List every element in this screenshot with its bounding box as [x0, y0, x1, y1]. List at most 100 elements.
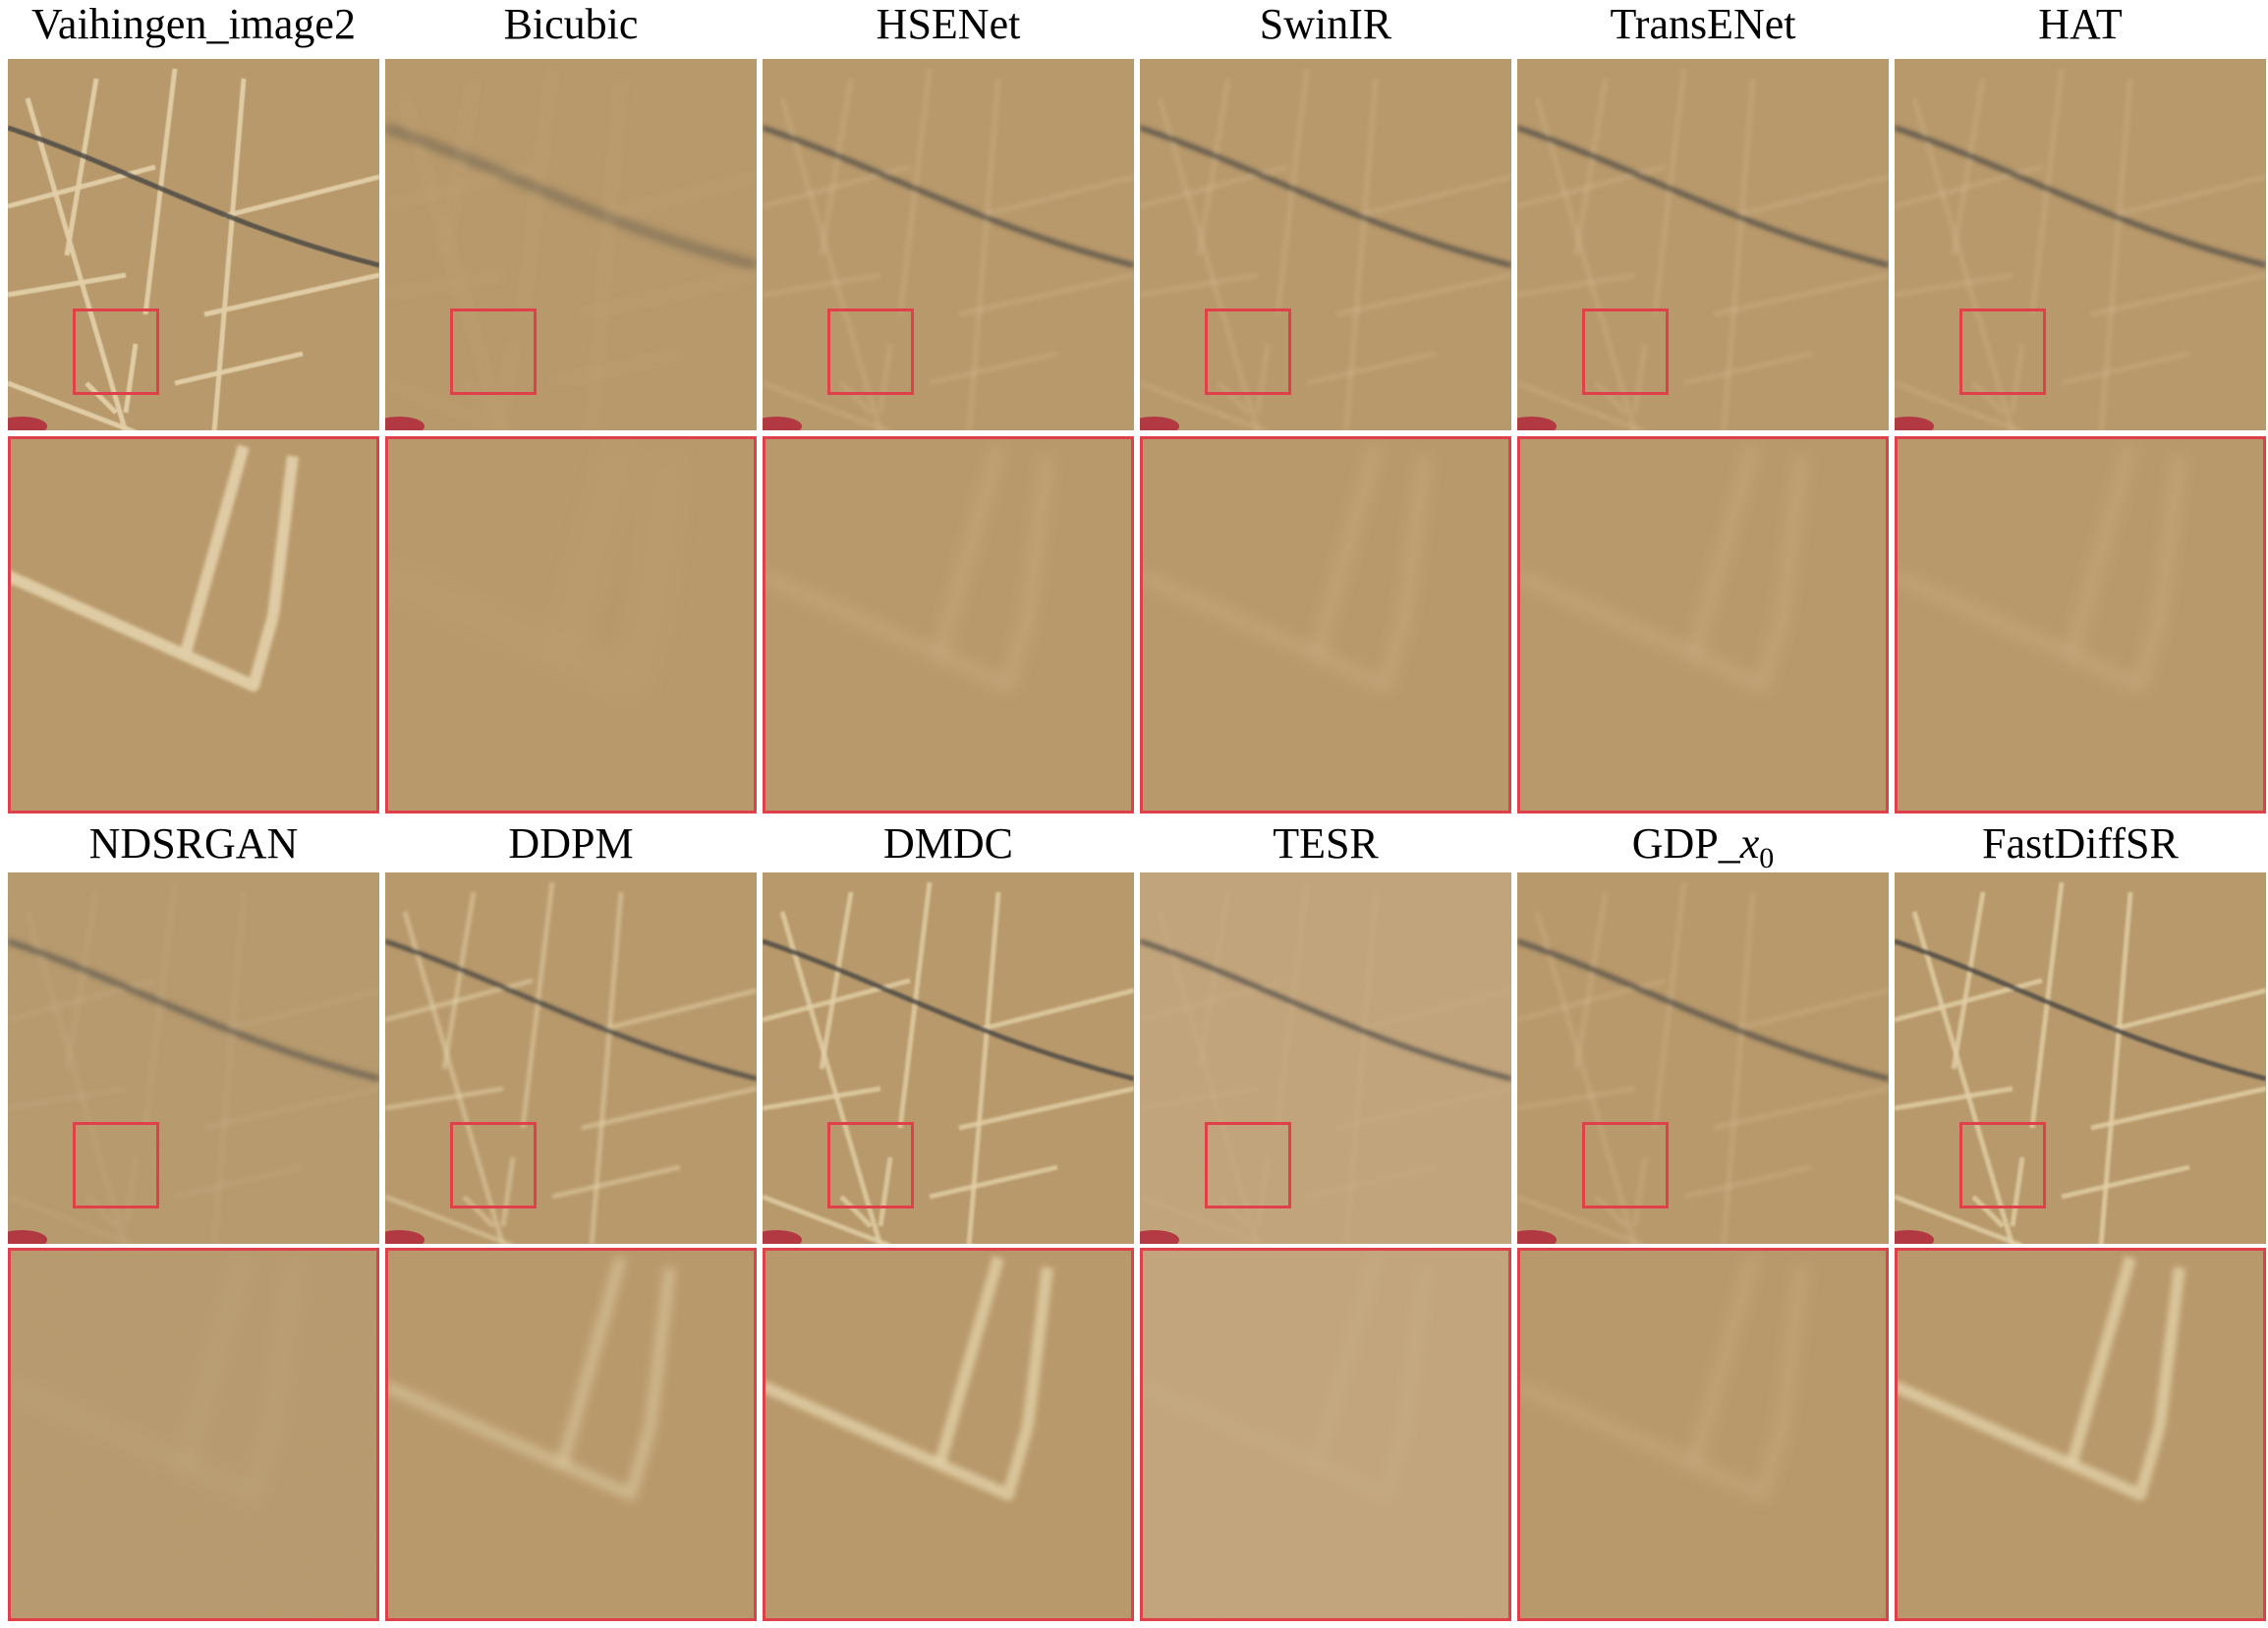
zoom-path-line — [179, 444, 250, 658]
background-texture — [763, 872, 1134, 1244]
method-title: TransENet — [1514, 0, 1892, 49]
overview-image — [1517, 59, 1889, 430]
method-label: Vaihingen_image2 — [31, 0, 356, 48]
field-path-line — [1895, 1194, 2023, 1244]
field-path-line — [2090, 272, 2266, 317]
field-path-line — [1632, 343, 1648, 414]
background-texture — [1895, 872, 2266, 1244]
field-path-line — [64, 78, 99, 256]
field-path-line — [1713, 272, 1889, 317]
red-car — [385, 1230, 425, 1244]
field-path-line — [462, 381, 495, 415]
field-path-line — [1306, 351, 1436, 386]
overview-image — [1140, 59, 1511, 430]
zoomed-crop-image — [1895, 436, 2266, 814]
field-path-line — [1275, 68, 1310, 315]
zoomed-crop-image — [385, 436, 757, 814]
field-path-line — [385, 272, 504, 298]
field-path-line — [520, 68, 555, 315]
field-path-line — [1517, 380, 1646, 430]
zoom-path-line — [267, 455, 299, 617]
field-path-line — [1951, 78, 1986, 256]
method-label: DDPM — [508, 819, 634, 868]
method-title: SwinIR — [1137, 0, 1514, 49]
zoom-path-line — [385, 570, 656, 693]
field-path-line — [839, 1195, 873, 1228]
method-title: Vaihingen_image2 — [5, 0, 382, 49]
field-path-line — [1951, 891, 1986, 1070]
field-path-line — [600, 987, 757, 1033]
crack-line — [1895, 125, 2266, 268]
red-car — [1140, 417, 1179, 430]
overview-image — [8, 59, 379, 430]
red-car — [385, 417, 425, 430]
red-car — [1517, 417, 1557, 430]
crack-line — [1895, 938, 2266, 1082]
field-path-line — [2090, 1086, 2266, 1131]
overview-image — [385, 59, 757, 430]
field-path-line — [402, 911, 506, 1244]
field-path-line — [1895, 272, 2013, 298]
overview-image — [1895, 872, 2266, 1244]
zoomed-crop-image — [8, 436, 379, 814]
field-path-line — [2029, 68, 2065, 315]
background-texture — [8, 59, 379, 430]
field-path-line — [581, 272, 757, 317]
method-label: NDSRGAN — [88, 819, 299, 868]
field-path-line — [551, 351, 681, 386]
method-label: HSENet — [876, 0, 1021, 48]
zoomed-crop-image — [1517, 1248, 1889, 1621]
zoom-path-line — [385, 1380, 656, 1501]
field-path-line — [1157, 97, 1261, 430]
zoom-path-line — [1140, 570, 1411, 693]
field-path-line — [1196, 78, 1231, 256]
zoom-path-line — [645, 455, 676, 617]
method-label: FastDiffSR — [1982, 819, 2179, 868]
zoom-path-line — [645, 1266, 676, 1427]
field-path-line — [8, 272, 127, 298]
method-label: SwinIR — [1259, 0, 1392, 48]
red-car — [763, 1230, 802, 1244]
field-path-line — [174, 351, 304, 386]
field-path-line — [441, 78, 477, 256]
field-path-line — [763, 272, 881, 298]
zoom-path-line — [1688, 444, 1759, 658]
field-path-line — [1911, 911, 2015, 1244]
field-path-line — [223, 174, 379, 219]
field-path-line — [1217, 381, 1250, 415]
method-label-subscript: 0 — [1759, 841, 1775, 874]
field-path-line — [2110, 174, 2266, 219]
background-texture — [385, 872, 757, 1244]
red-car — [8, 1230, 47, 1244]
field-path-line — [897, 68, 933, 315]
field-path-line — [819, 891, 854, 1070]
crack-line — [763, 125, 1134, 268]
zoom-path-line — [1399, 455, 1431, 617]
overview-image — [1140, 872, 1511, 1244]
method-label: TransENet — [1610, 0, 1796, 48]
field-path-line — [839, 381, 873, 415]
zoom-path-line — [1777, 455, 1808, 617]
zoomed-crop-image — [1140, 436, 1511, 814]
zoom-path-line — [556, 444, 627, 658]
field-path-line — [1632, 1156, 1648, 1227]
zoom-path-line — [1517, 570, 1788, 693]
field-path-line — [581, 1086, 757, 1131]
field-path-line — [203, 272, 379, 317]
field-path-line — [779, 97, 883, 430]
field-path-line — [1140, 380, 1269, 430]
field-path-line — [1911, 97, 2015, 430]
field-path-line — [1534, 97, 1638, 430]
background-texture — [1517, 872, 1889, 1244]
field-path-line — [1594, 1195, 1627, 1228]
background-texture — [1517, 59, 1889, 430]
method-title: Bicubic — [382, 0, 760, 49]
field-path-line — [1355, 174, 1511, 219]
field-path-line — [878, 1156, 893, 1227]
crack-line — [1140, 125, 1511, 268]
method-title: TESR — [1137, 819, 1514, 869]
background-texture — [1140, 59, 1511, 430]
field-path-line — [1732, 987, 1889, 1033]
overview-image — [763, 59, 1134, 430]
